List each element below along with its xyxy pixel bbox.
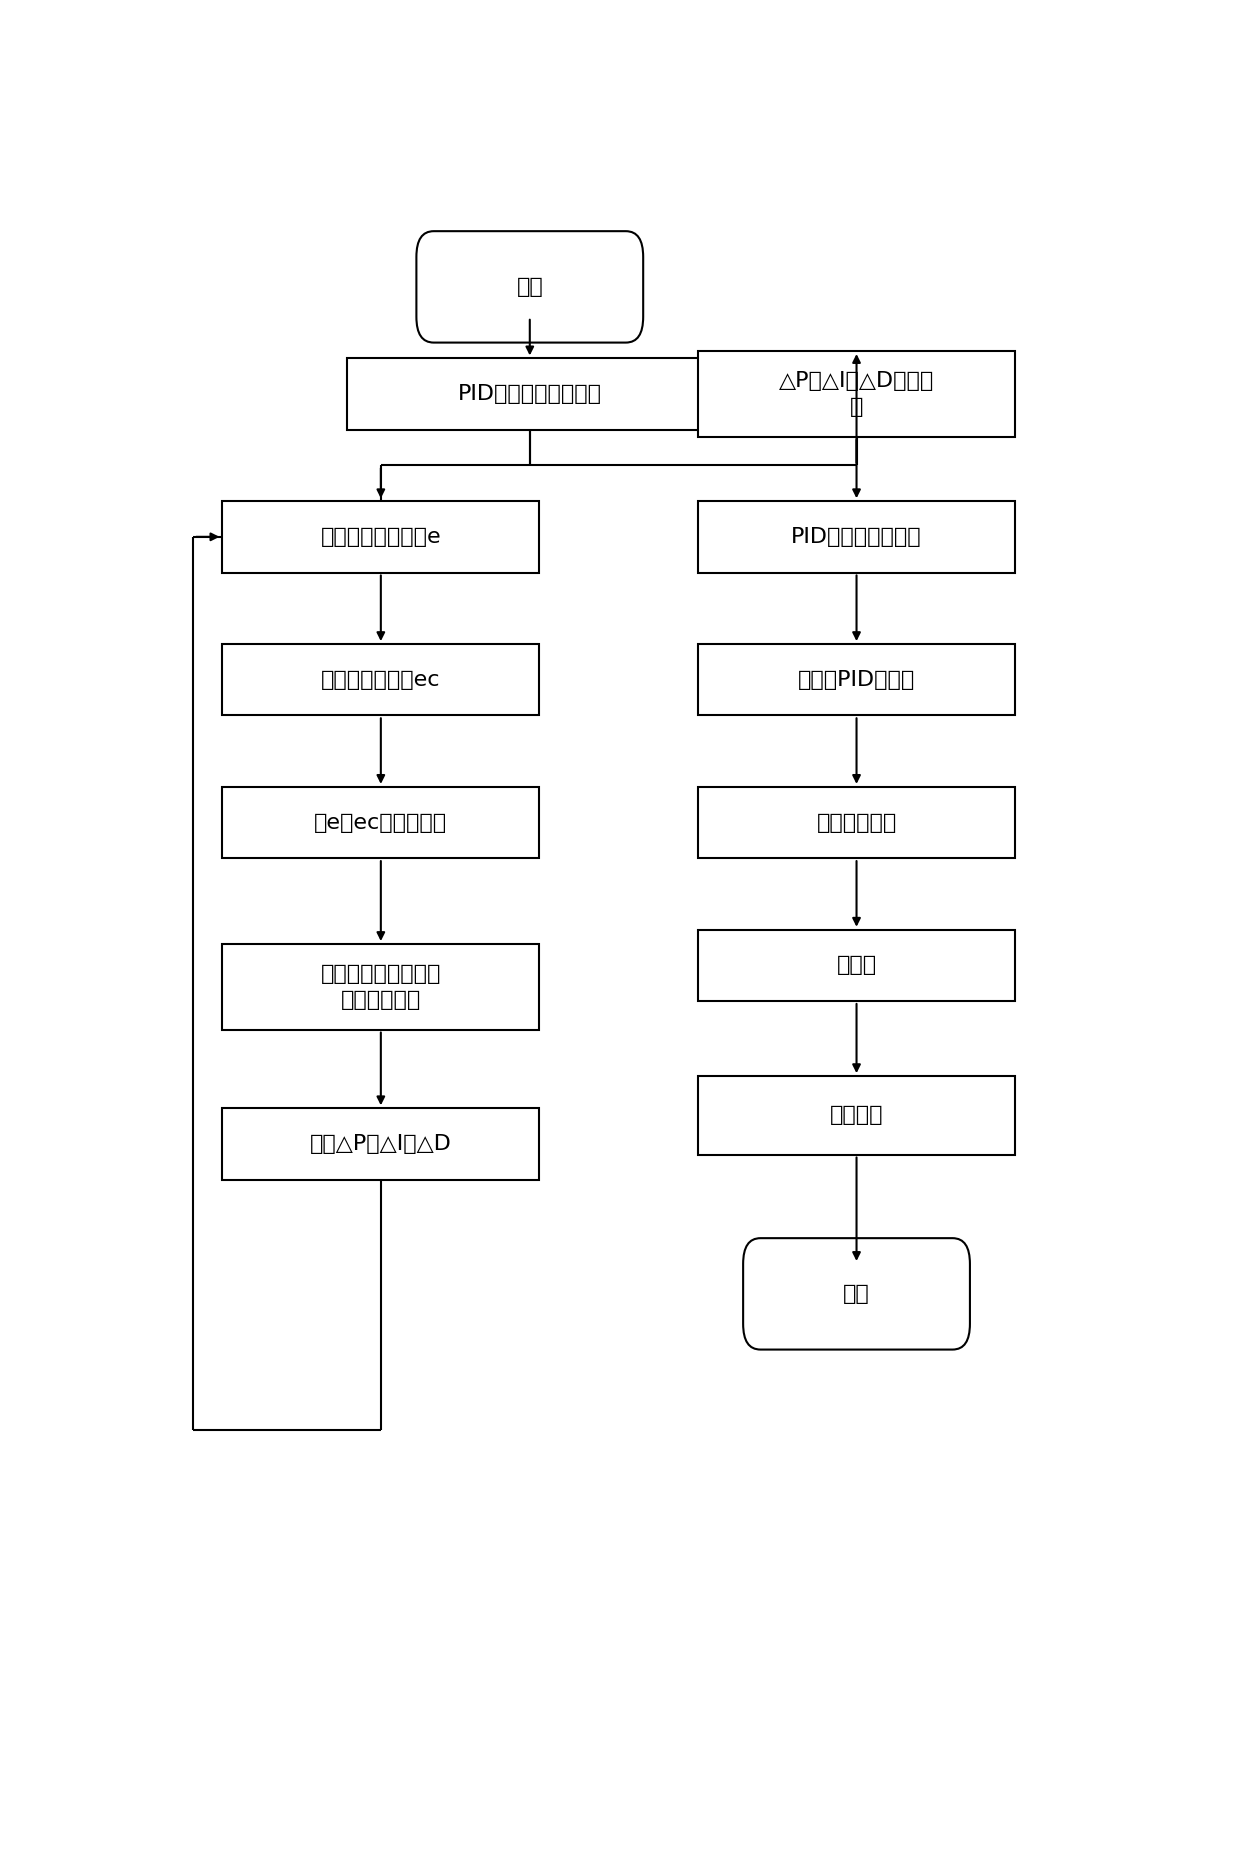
Text: △P、△I、△D反归一
化: △P、△I、△D反归一 化 bbox=[779, 371, 934, 417]
Text: 输出控制信号: 输出控制信号 bbox=[816, 812, 897, 833]
Bar bbox=[698, 501, 1016, 573]
Bar bbox=[698, 1076, 1016, 1154]
Text: 新参数PID控制器: 新参数PID控制器 bbox=[797, 670, 915, 690]
Bar bbox=[222, 501, 539, 573]
Text: 开始: 开始 bbox=[516, 276, 543, 297]
Bar bbox=[222, 787, 539, 859]
Bar bbox=[222, 944, 539, 1030]
Text: 给水流量: 给水流量 bbox=[830, 1106, 883, 1126]
Bar bbox=[698, 787, 1016, 859]
Bar bbox=[222, 1107, 539, 1180]
Bar bbox=[698, 351, 1016, 436]
Text: 将e、ec归一化处理: 将e、ec归一化处理 bbox=[314, 812, 448, 833]
FancyBboxPatch shape bbox=[743, 1237, 970, 1350]
Text: 结束: 结束 bbox=[843, 1284, 870, 1304]
Text: 将归一化后数据输入
云模型控制器: 将归一化后数据输入 云模型控制器 bbox=[321, 963, 441, 1009]
Text: PID控制器参数初始化: PID控制器参数初始化 bbox=[458, 384, 601, 404]
FancyBboxPatch shape bbox=[417, 232, 644, 343]
Bar bbox=[222, 644, 539, 716]
Text: 采集上一时刻偏差e: 采集上一时刻偏差e bbox=[320, 527, 441, 547]
Text: 输出△P、△I、△D: 输出△P、△I、△D bbox=[310, 1133, 451, 1154]
Text: PID控制器参数整定: PID控制器参数整定 bbox=[791, 527, 921, 547]
Text: 给水泵: 给水泵 bbox=[837, 955, 877, 976]
Text: 计算偏差变化率ec: 计算偏差变化率ec bbox=[321, 670, 440, 690]
Bar bbox=[698, 929, 1016, 1002]
Bar bbox=[347, 358, 713, 430]
Bar bbox=[698, 644, 1016, 716]
